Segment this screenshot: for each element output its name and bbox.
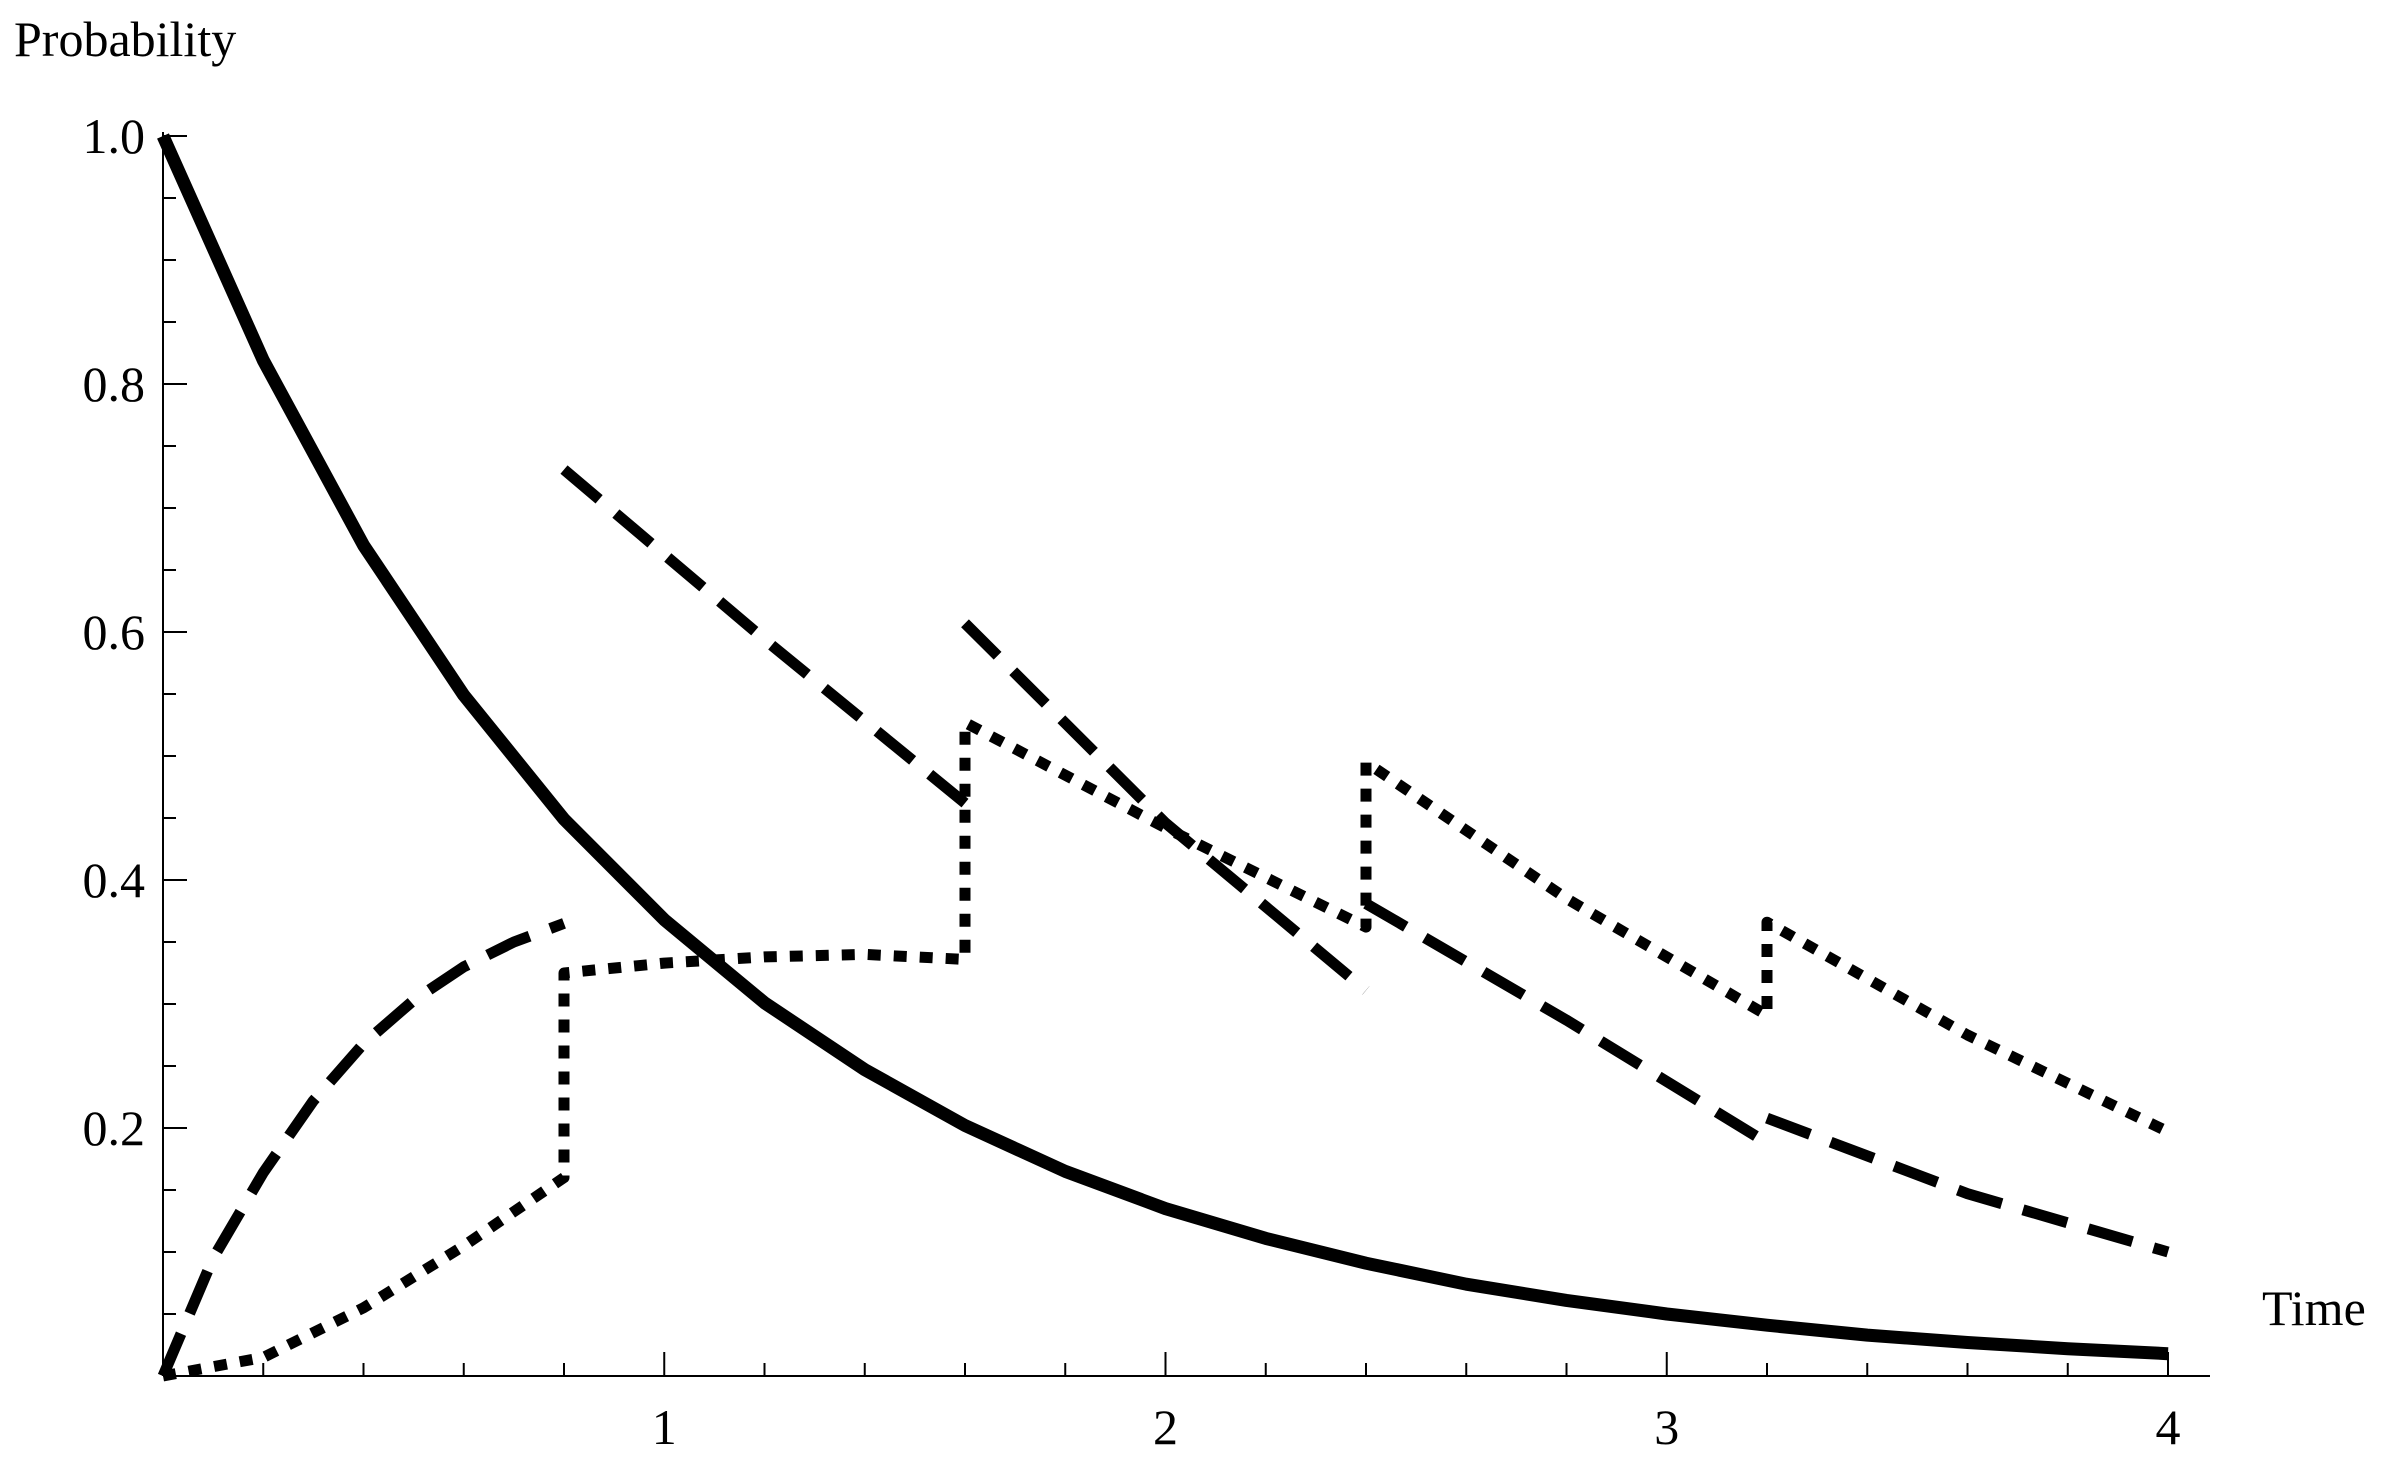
series-dashed-line-3 xyxy=(961,619,1370,995)
series-dashed-line-2 xyxy=(560,465,969,808)
x-tick-label: 4 xyxy=(2156,1399,2181,1455)
series-dashed-line-5 xyxy=(1765,1112,2170,1258)
y-tick-label: 0.4 xyxy=(83,852,146,908)
y-axis-title: Probability xyxy=(14,11,236,67)
series-solid xyxy=(157,133,2169,1361)
x-axis-title: Time xyxy=(2262,1280,2366,1336)
tick-labels: 1 2 3 4 0.2 0.4 0.6 0.8 1.0 xyxy=(83,108,2181,1455)
x-tick-label: 1 xyxy=(652,1399,677,1455)
series-dashed-line-4 xyxy=(1363,898,1770,1148)
y-tick-label: 0.6 xyxy=(83,604,146,660)
x-tick-label: 2 xyxy=(1153,1399,1178,1455)
y-tick-label: 0.2 xyxy=(83,1100,146,1156)
series-dashed-line-1 xyxy=(157,918,566,1379)
axes xyxy=(162,132,2210,1377)
y-tick-label: 1.0 xyxy=(83,108,146,164)
series-layer xyxy=(157,133,2171,1382)
x-tick-label: 3 xyxy=(1654,1399,1679,1455)
series-solid-line-1 xyxy=(157,133,2169,1361)
series-dashed xyxy=(157,465,2170,1379)
axis-ticks xyxy=(163,135,2169,1376)
y-tick-label: 0.8 xyxy=(83,356,146,412)
